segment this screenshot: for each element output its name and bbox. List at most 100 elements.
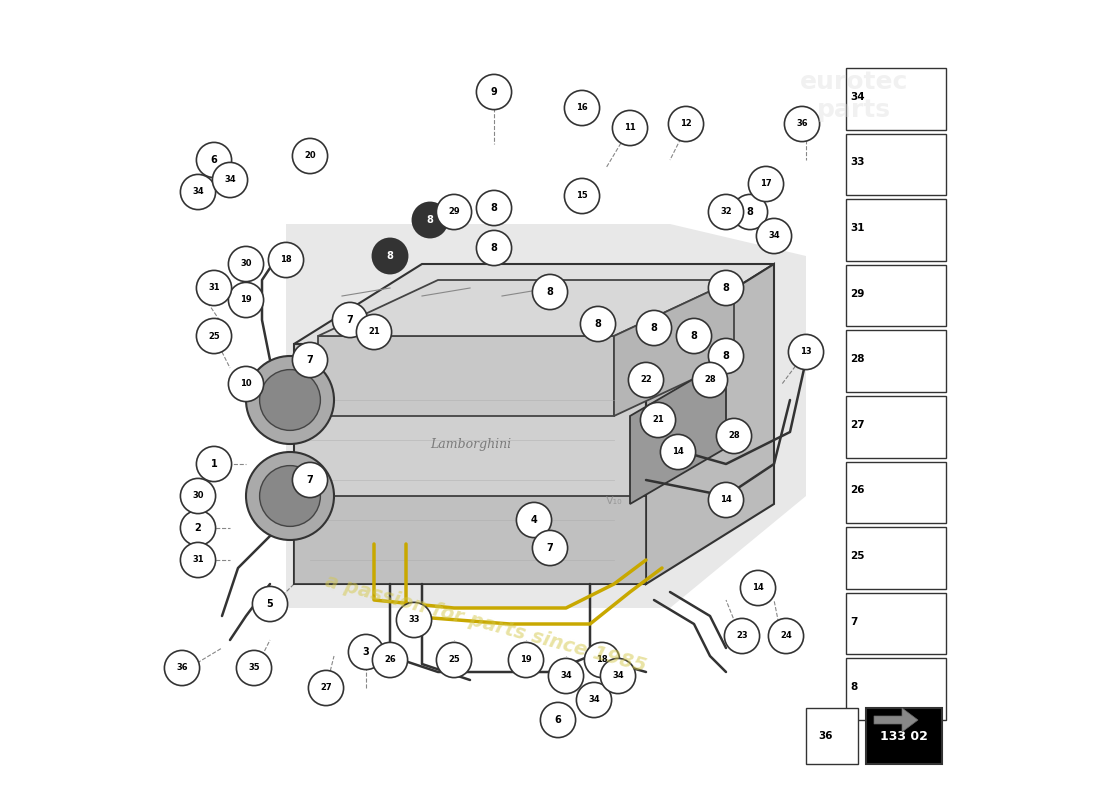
Circle shape: [549, 658, 584, 694]
FancyBboxPatch shape: [846, 396, 946, 458]
Text: 12: 12: [680, 119, 692, 129]
Circle shape: [229, 282, 264, 318]
Circle shape: [708, 482, 744, 518]
Text: 19: 19: [520, 655, 531, 665]
Text: 17: 17: [760, 179, 772, 189]
Polygon shape: [630, 360, 726, 504]
Text: 6: 6: [210, 155, 218, 165]
Text: 34: 34: [850, 92, 865, 102]
Text: 28: 28: [704, 375, 716, 385]
Text: 6: 6: [554, 715, 561, 725]
Circle shape: [437, 194, 472, 230]
Text: 8: 8: [691, 331, 697, 341]
Text: 14: 14: [720, 495, 732, 505]
Circle shape: [373, 238, 408, 274]
Circle shape: [308, 670, 343, 706]
Text: 36: 36: [818, 731, 833, 741]
Circle shape: [508, 642, 543, 678]
Text: 23: 23: [736, 631, 748, 641]
Text: 14: 14: [672, 447, 684, 457]
Text: 3: 3: [363, 647, 370, 657]
Circle shape: [476, 230, 512, 266]
Circle shape: [180, 542, 216, 578]
Text: 8: 8: [547, 287, 553, 297]
Text: 26: 26: [850, 486, 865, 495]
Text: 32: 32: [720, 207, 732, 217]
Text: 25: 25: [448, 655, 460, 665]
Text: 8: 8: [595, 319, 602, 329]
Text: 8: 8: [386, 251, 394, 261]
Circle shape: [613, 110, 648, 146]
Circle shape: [789, 334, 824, 370]
Text: 29: 29: [850, 289, 865, 298]
Circle shape: [532, 530, 568, 566]
FancyBboxPatch shape: [846, 68, 946, 130]
Circle shape: [576, 682, 612, 718]
Circle shape: [197, 142, 232, 178]
Text: 11: 11: [624, 123, 636, 133]
Circle shape: [748, 166, 783, 202]
FancyBboxPatch shape: [846, 134, 946, 195]
Text: 28: 28: [850, 354, 865, 364]
Text: 25: 25: [208, 331, 220, 341]
Circle shape: [396, 602, 431, 638]
Text: 21: 21: [652, 415, 664, 425]
Text: 33: 33: [408, 615, 420, 625]
Text: 36: 36: [796, 119, 807, 129]
Circle shape: [640, 402, 675, 438]
Circle shape: [180, 510, 216, 546]
Text: 7: 7: [850, 617, 857, 626]
Circle shape: [260, 466, 320, 526]
Circle shape: [437, 642, 472, 678]
Circle shape: [733, 194, 768, 230]
Circle shape: [412, 202, 448, 238]
Circle shape: [628, 362, 663, 398]
Circle shape: [637, 310, 672, 346]
Text: 8: 8: [427, 215, 433, 225]
Text: 31: 31: [850, 223, 865, 233]
FancyBboxPatch shape: [846, 658, 946, 720]
Text: Lamborghini: Lamborghini: [430, 438, 512, 451]
Text: 30: 30: [192, 491, 204, 501]
Text: 34: 34: [224, 175, 235, 185]
Text: 133 02: 133 02: [880, 730, 927, 742]
Text: a passion for parts since 1985: a passion for parts since 1985: [323, 572, 649, 676]
Text: 18: 18: [280, 255, 292, 265]
Circle shape: [769, 618, 804, 654]
Circle shape: [268, 242, 304, 278]
Circle shape: [180, 478, 216, 514]
Text: 36: 36: [176, 663, 188, 673]
Polygon shape: [286, 224, 806, 608]
Circle shape: [293, 462, 328, 498]
Text: 34: 34: [192, 187, 204, 197]
Text: V₁₀: V₁₀: [606, 496, 623, 506]
Circle shape: [212, 162, 248, 198]
Circle shape: [532, 274, 568, 310]
Circle shape: [349, 634, 384, 670]
Text: 19: 19: [240, 295, 252, 305]
Text: 22: 22: [640, 375, 652, 385]
Circle shape: [476, 74, 512, 110]
Text: 8: 8: [747, 207, 754, 217]
Text: 27: 27: [850, 420, 865, 430]
Text: 26: 26: [384, 655, 396, 665]
Circle shape: [236, 650, 272, 686]
Text: 24: 24: [780, 631, 792, 641]
Circle shape: [708, 194, 744, 230]
Circle shape: [180, 174, 216, 210]
Polygon shape: [318, 336, 614, 416]
FancyBboxPatch shape: [866, 708, 942, 764]
Circle shape: [373, 642, 408, 678]
Text: 4: 4: [530, 515, 538, 525]
Circle shape: [740, 570, 776, 606]
Text: 31: 31: [208, 283, 220, 293]
Circle shape: [246, 452, 334, 540]
Circle shape: [676, 318, 712, 354]
Text: 35: 35: [249, 663, 260, 673]
Circle shape: [725, 618, 760, 654]
Circle shape: [229, 366, 264, 402]
Text: 27: 27: [320, 683, 332, 693]
Text: 10: 10: [240, 379, 252, 389]
Circle shape: [164, 650, 199, 686]
FancyBboxPatch shape: [846, 462, 946, 523]
